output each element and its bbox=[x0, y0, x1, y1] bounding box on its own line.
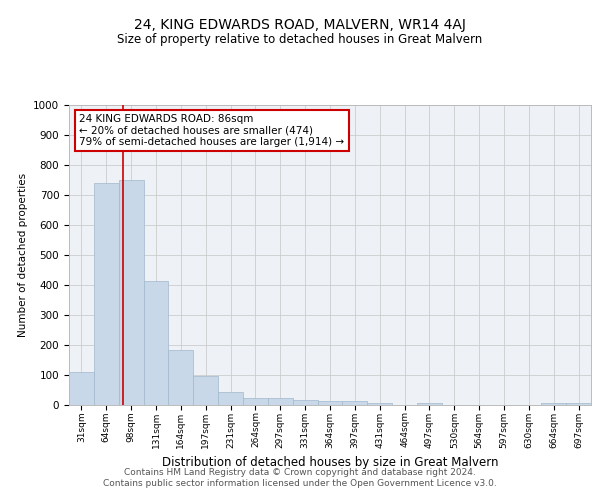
Bar bbox=[343, 400, 367, 405]
Bar bbox=[541, 402, 566, 405]
Bar bbox=[193, 376, 218, 405]
Bar bbox=[566, 402, 591, 405]
Bar bbox=[69, 372, 94, 405]
Bar bbox=[367, 402, 392, 405]
Bar bbox=[143, 280, 169, 405]
Bar bbox=[268, 398, 293, 405]
Bar bbox=[293, 400, 317, 405]
Y-axis label: Number of detached properties: Number of detached properties bbox=[17, 173, 28, 337]
Text: Size of property relative to detached houses in Great Malvern: Size of property relative to detached ho… bbox=[118, 32, 482, 46]
Bar bbox=[317, 400, 343, 405]
Bar bbox=[169, 350, 193, 405]
Text: 24, KING EDWARDS ROAD, MALVERN, WR14 4AJ: 24, KING EDWARDS ROAD, MALVERN, WR14 4AJ bbox=[134, 18, 466, 32]
Text: Contains HM Land Registry data © Crown copyright and database right 2024.
Contai: Contains HM Land Registry data © Crown c… bbox=[103, 468, 497, 487]
Bar bbox=[417, 402, 442, 405]
X-axis label: Distribution of detached houses by size in Great Malvern: Distribution of detached houses by size … bbox=[162, 456, 498, 469]
Text: 24 KING EDWARDS ROAD: 86sqm
← 20% of detached houses are smaller (474)
79% of se: 24 KING EDWARDS ROAD: 86sqm ← 20% of det… bbox=[79, 114, 344, 147]
Bar bbox=[119, 180, 143, 405]
Bar bbox=[94, 183, 119, 405]
Bar bbox=[218, 392, 243, 405]
Bar bbox=[243, 398, 268, 405]
